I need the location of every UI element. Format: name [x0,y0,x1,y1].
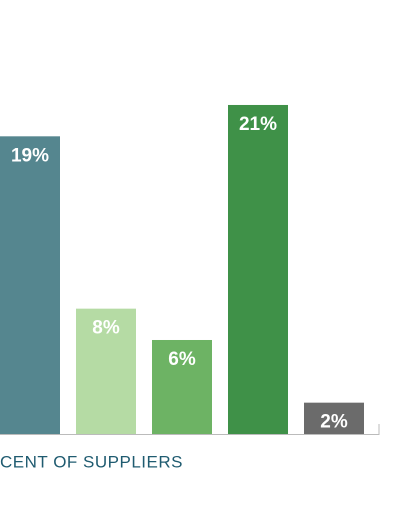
bar [152,339,212,434]
value-label: 6% [168,349,196,370]
bar [304,402,364,434]
bar [0,136,60,434]
bar [76,308,136,434]
value-label: 21% [239,114,277,135]
value-label: 8% [92,318,120,339]
axis-title: CENT OF SUPPLIERS [0,452,183,471]
bar [228,104,288,434]
value-label: 2% [320,412,348,433]
value-label: 19% [11,145,49,166]
